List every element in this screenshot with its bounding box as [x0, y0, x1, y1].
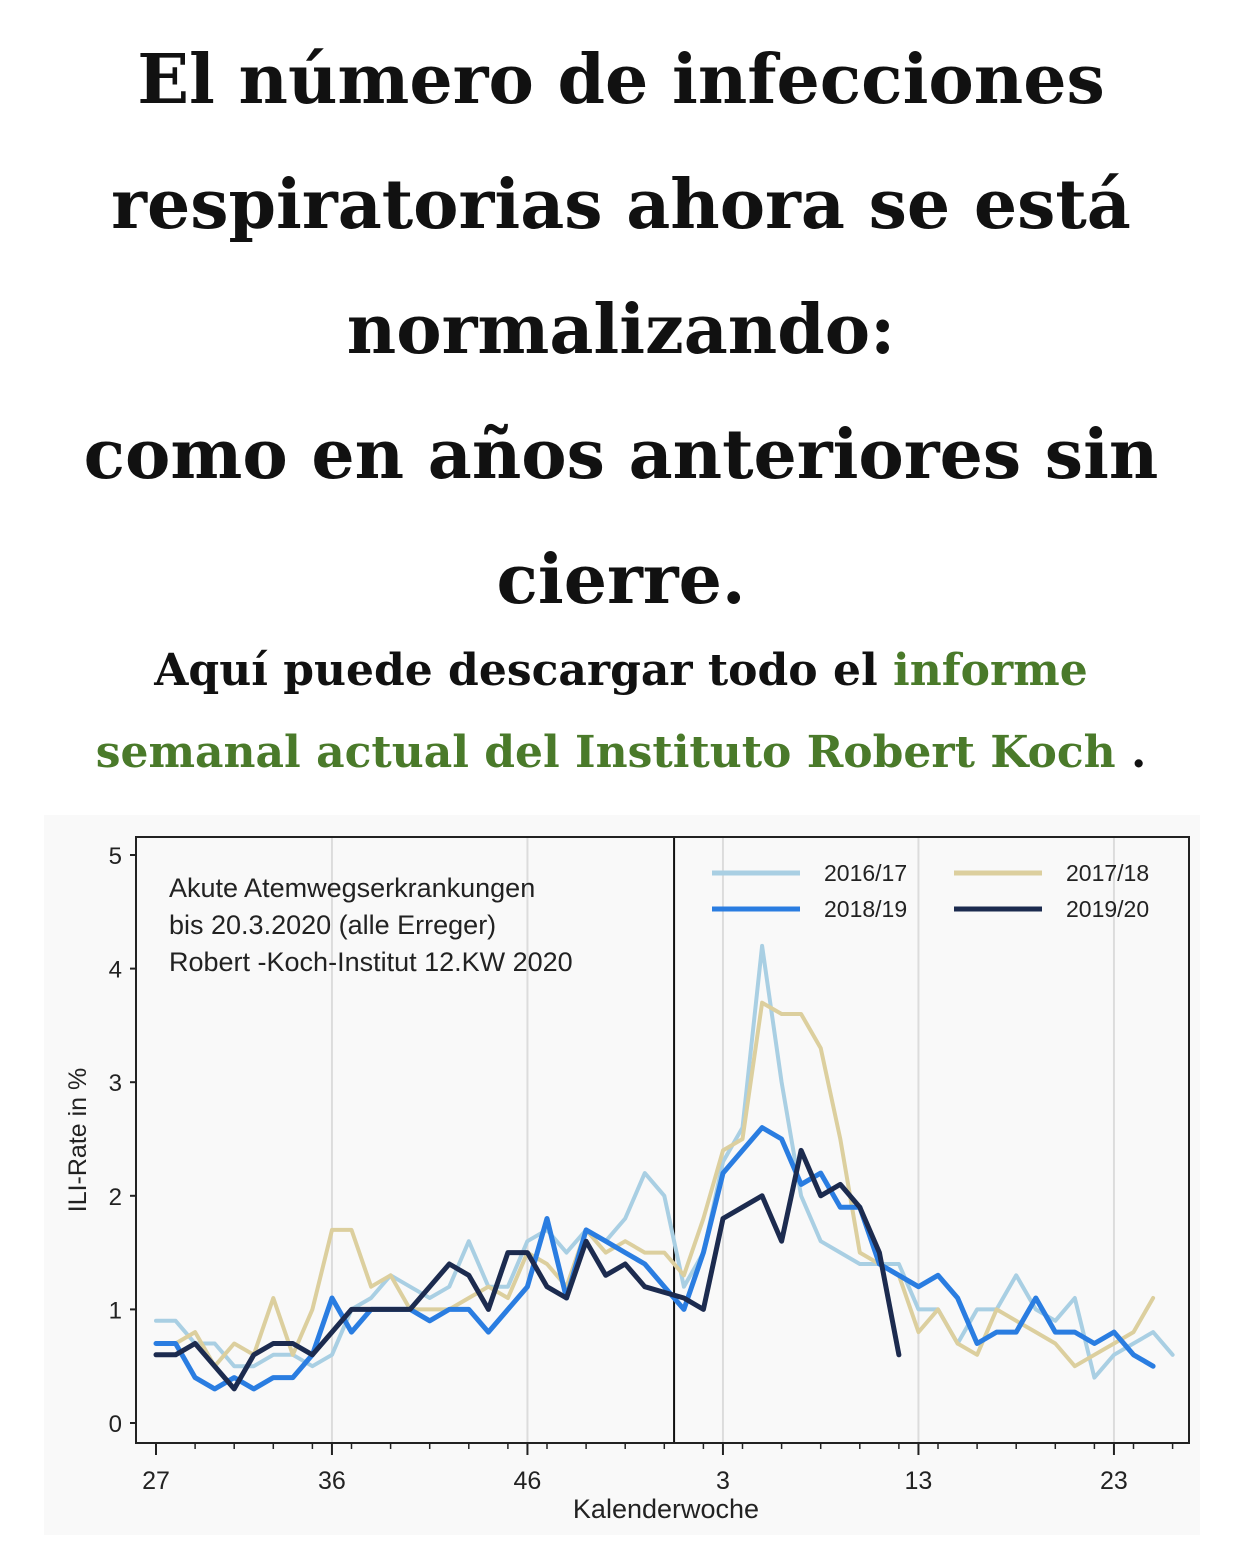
series-line-2017-18 [154, 1000, 1156, 1369]
y-tick-label: 3 [109, 1070, 122, 1097]
headline-line-3: normalizando: [346, 290, 896, 370]
chart-series [153, 943, 1175, 1392]
y-axis-label: ILI-Rate in % [64, 1068, 92, 1213]
plot-frame [135, 836, 1190, 1444]
series-line-2016-17 [154, 943, 1175, 1380]
report-link-part-2[interactable]: semanal actual del Instituto Robert Koch [95, 727, 1116, 778]
legend-label: 2016/17 [824, 860, 907, 886]
x-axis: 27 36 46 3 13 23 [142, 1443, 1174, 1495]
x-axis-label: Kalenderwoche [573, 1494, 759, 1524]
x-tick-label: 36 [318, 1467, 346, 1495]
x-tick-label: 23 [1100, 1467, 1128, 1495]
series-line-2018-19 [153, 1125, 1156, 1392]
x-tick-label: 13 [905, 1467, 933, 1495]
headline-line-1: El número de infecciones [137, 40, 1105, 120]
series-line-2019-20 [153, 1147, 902, 1392]
y-axis: 0 1 2 3 4 5 [109, 843, 136, 1438]
legend-label: 2019/20 [1066, 896, 1149, 922]
x-tick-label: 3 [716, 1467, 730, 1495]
chart-legend: 2016/17 2017/18 2018/19 2019/20 [712, 860, 1149, 922]
chart-annotation: Akute Atemwegserkrankungen bis 20.3.2020… [169, 873, 573, 977]
chart-background [44, 815, 1200, 1535]
download-note-text: Aquí puede descargar todo el [154, 645, 893, 696]
download-note-end: . [1115, 727, 1147, 778]
download-note: Aquí puede descargar todo el informe sem… [0, 630, 1242, 794]
legend-label: 2018/19 [824, 896, 907, 922]
x-tick-label: 46 [514, 1467, 542, 1495]
y-tick-label: 0 [109, 1411, 122, 1438]
download-note-line-1: Aquí puede descargar todo el informe [0, 630, 1242, 712]
x-tick-label: 27 [142, 1467, 170, 1495]
headline-line-5: cierre. [496, 540, 746, 620]
y-tick-label: 4 [109, 957, 122, 984]
y-tick-label: 1 [109, 1297, 122, 1324]
annotation-line-2: bis 20.3.2020 (alle Erreger) [169, 910, 496, 940]
download-note-line-2: semanal actual del Instituto Robert Koch… [0, 712, 1242, 794]
chart-gridlines [330, 838, 1115, 1442]
y-tick-label: 2 [109, 1184, 122, 1211]
y-tick-label: 5 [109, 843, 122, 870]
headline: El número de infecciones respiratorias a… [0, 18, 1242, 643]
headline-line-4: como en años anteriores sin [83, 415, 1159, 495]
headline-line-2: respiratorias ahora se está [111, 165, 1131, 245]
annotation-line-1: Akute Atemwegserkrankungen [169, 873, 535, 903]
annotation-line-3: Robert -Koch-Institut 12.KW 2020 [169, 947, 573, 977]
report-link-part-1[interactable]: informe [892, 645, 1088, 696]
legend-label: 2017/18 [1066, 860, 1149, 886]
